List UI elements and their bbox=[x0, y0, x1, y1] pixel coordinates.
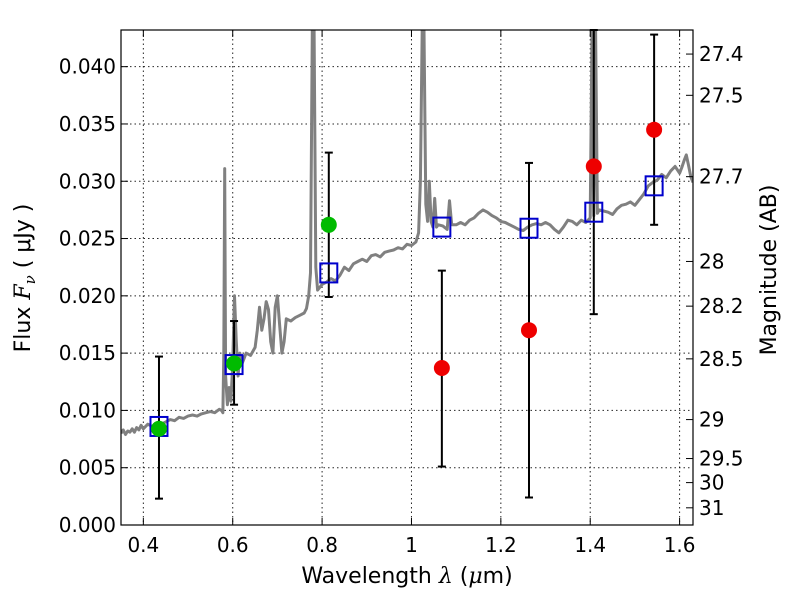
observed-flux-point bbox=[585, 158, 602, 175]
model-photometry-point bbox=[584, 201, 604, 223]
magnitude-tick-label: 30 bbox=[699, 471, 724, 495]
y-tick-label: 0.000 bbox=[59, 513, 116, 537]
observed-flux-point bbox=[320, 216, 337, 233]
magnitude-tick-label: 27.7 bbox=[699, 165, 744, 189]
model-photometry-point bbox=[319, 262, 339, 284]
spectrum-line bbox=[121, 30, 693, 436]
magnitude-tick-label: 28.2 bbox=[699, 294, 744, 318]
magnitude-tick-label: 27.5 bbox=[699, 83, 744, 107]
model-photometry-point bbox=[519, 217, 539, 239]
observed-flux-point bbox=[646, 121, 663, 138]
x-tick-label: 1.2 bbox=[485, 533, 517, 557]
plot-frame bbox=[120, 29, 694, 526]
model-photometry-point bbox=[644, 175, 664, 197]
magnitude-tick-label: 28 bbox=[699, 249, 724, 273]
model-photometry-markers bbox=[149, 175, 664, 437]
x-tick-label: 1 bbox=[405, 533, 418, 557]
y-tick-label: 0.005 bbox=[59, 456, 116, 480]
model-photometry-point bbox=[432, 216, 452, 238]
magnitude-tick-label: 28.5 bbox=[699, 347, 744, 371]
y-tick-label: 0.025 bbox=[59, 227, 116, 251]
magnitude-tick-label: 29 bbox=[699, 408, 724, 432]
y-tick-label: 0.040 bbox=[59, 55, 116, 79]
axis-ticks: 0.4 0.6 0.8 1 1.2 1.4 1.6 0.000 0.005 0.010 0.015 0… bbox=[59, 30, 744, 557]
x-tick-label: 0.4 bbox=[127, 533, 159, 557]
grid-lines bbox=[121, 30, 693, 526]
y-tick-label: 0.015 bbox=[59, 341, 116, 365]
x-tick-label: 0.6 bbox=[217, 533, 249, 557]
y-tick-label: 0.030 bbox=[59, 169, 116, 193]
observed-flux-point bbox=[433, 360, 450, 377]
model-photometry-point bbox=[224, 354, 244, 376]
y-tick-label: 0.020 bbox=[59, 284, 116, 308]
spectrum-layer bbox=[121, 30, 693, 436]
x-tick-label: 1.6 bbox=[664, 533, 696, 557]
observed-flux-point bbox=[150, 420, 167, 437]
magnitude-tick-label: 29.5 bbox=[699, 447, 744, 471]
y-tick-label: 0.035 bbox=[59, 112, 116, 136]
observed-flux-markers bbox=[150, 121, 663, 437]
x-axis-title: Wavelength λ (μm) bbox=[301, 564, 512, 589]
magnitude-tick-label: 31 bbox=[699, 496, 724, 520]
magnitude-tick-label: 27.4 bbox=[699, 42, 744, 66]
y2-axis-title: Magnitude (AB) bbox=[757, 185, 782, 356]
y-tick-label: 0.010 bbox=[59, 398, 116, 422]
error-bars bbox=[154, 29, 659, 500]
y-axis-title: Flux Fν ( μJy ) bbox=[11, 204, 39, 353]
x-tick-label: 0.8 bbox=[306, 533, 338, 557]
x-tick-label: 1.4 bbox=[574, 533, 606, 557]
observed-flux-point bbox=[226, 355, 243, 372]
observed-flux-point bbox=[520, 322, 537, 339]
